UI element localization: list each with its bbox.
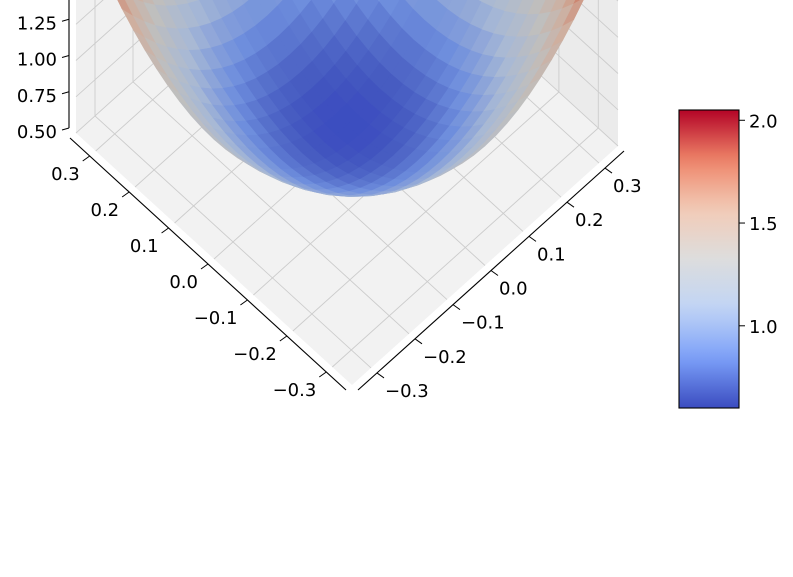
surface-patch [277,0,301,26]
surface [117,0,584,198]
tick-labels: −0.3 −0.2 −0.1 0.0 0.1 0.2 0.3 −0.3 −0.2 −0.1 0.0 0… [17,13,642,402]
surface-patch [446,0,468,18]
y-tick [414,338,423,345]
surface-patch [572,0,581,5]
surface-patch [187,0,212,27]
surface-patch [124,0,145,22]
surface-patch [243,0,267,26]
x-tick [161,227,169,234]
surface-patch [424,0,448,30]
surface-patch [526,0,546,15]
surface-patch [538,0,556,14]
colorbar-tick-label: 1.0 [749,317,778,338]
surface-patch [405,0,418,9]
x-tick-label: −0.3 [273,380,317,401]
y-tick [490,270,499,276]
surface-patch [503,0,523,14]
colorbar-tick-label: 1.5 [749,214,778,235]
surface-patch [561,0,576,9]
x-tick [200,263,209,270]
surface-patch [226,0,245,12]
surface-patch [378,0,400,16]
x-tick-label: 0.1 [130,236,159,257]
surface-patch [356,0,380,20]
surface-patch [333,0,357,21]
y-tick-label: −0.2 [423,347,467,368]
surface-patch [186,0,199,4]
surface-patch [142,0,156,5]
y-tick-label: −0.1 [461,313,505,334]
axis-lines [61,0,625,391]
y-tick-label: 0.3 [613,176,642,197]
surface-patch [174,0,189,6]
colorbar: 1.0 1.5 2.0 [678,109,778,409]
y-tick [604,167,613,174]
surface-patch [137,0,145,3]
z-tick-label: 0.75 [17,86,57,107]
x-tick [82,155,91,162]
y-tick [528,235,537,242]
x-tick-label: −0.1 [194,308,238,329]
y-tick [452,304,461,311]
x-tick [318,371,327,378]
surface-patch [492,0,510,11]
surface-patch [436,0,452,9]
surface-patch [152,0,167,6]
x-tick [240,299,248,306]
z-tick [61,91,70,95]
surface-patch [163,0,178,6]
surface-patch [480,0,497,8]
surface-patch [390,0,414,29]
y-tick-label: −0.3 [385,381,429,402]
surface-patch [377,0,380,2]
surface-patch [292,0,312,14]
surface-patch [212,0,234,19]
z-tick-label: 1.25 [17,13,57,34]
surface-patch [478,0,483,2]
colorbar-gradient [678,109,740,409]
x-tick-label: 0.0 [169,272,198,293]
z-tick-label: 1.00 [17,50,57,71]
surface-patch [241,0,249,4]
y-tick-label: 0.0 [499,279,528,300]
z-tick [61,55,70,58]
surface-patch [549,0,566,13]
z-tick [61,18,70,22]
colorbar-tick-label: 2.0 [749,111,778,132]
y-tick-label: 0.2 [575,210,604,231]
surface-patch [257,0,278,17]
x-tick [121,191,130,198]
y-tick [566,201,575,208]
x-tick-label: −0.2 [233,344,277,365]
x-tick-label: 0.3 [51,164,80,185]
x-tick [279,335,288,342]
surface-patch [412,0,436,20]
y-tick [376,372,385,379]
surface-patch [311,0,335,19]
surface-patch [117,0,134,17]
surface-patch [199,0,223,23]
x-tick-label: 0.2 [91,200,120,221]
y-tick-label: 0.1 [537,244,566,265]
surface-patch [353,0,359,4]
z-tick-label: 0.50 [17,122,57,143]
surface-patch [274,0,283,6]
z-tick [61,127,70,131]
surface-patch [299,0,324,32]
surface-patch [331,0,336,4]
